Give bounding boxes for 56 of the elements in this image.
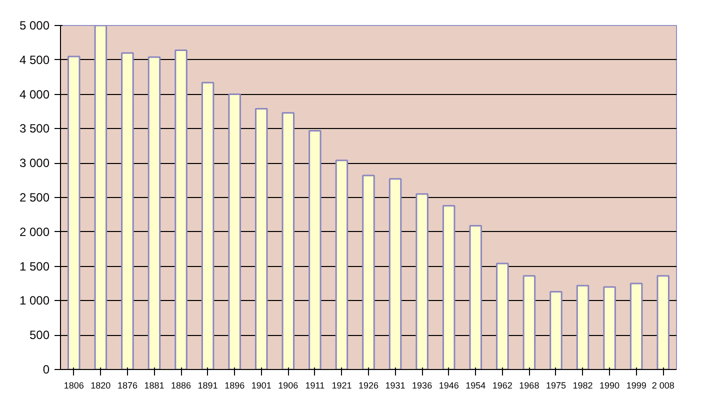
bar [308,130,322,370]
y-tick-label: 0 [42,362,50,376]
bar [603,286,616,370]
x-tick-label: 1906 [278,380,298,390]
bar [148,56,161,370]
x-tick-label: 1921 [332,380,352,390]
x-tick-label: 1911 [305,380,325,390]
x-tick-label: 1999 [626,380,646,390]
y-tick-label: 1 500 [19,259,50,274]
x-tick-label: 1962 [492,380,512,390]
x-tick-label: 1876 [117,380,138,390]
bar [174,50,188,370]
bar [656,275,670,370]
y-tick-label: 3 000 [19,156,50,170]
x-tick-label: 1982 [572,380,593,390]
bar [576,284,590,370]
y-tick-label: 4 500 [19,52,50,67]
x-tick-label: 1891 [198,380,218,390]
bar [388,178,402,370]
x-tick-label: 1975 [546,380,566,390]
x-tick-label: 1901 [251,380,272,390]
bar [228,94,241,370]
bar [630,282,643,370]
y-tick-label: 500 [29,328,50,342]
x-tick-label: 1954 [466,380,486,390]
y-tick-label: 2 500 [19,190,50,204]
bar [282,112,295,370]
x-tick-label: 2 008 [652,380,674,390]
bar [201,82,214,370]
bar [68,56,80,370]
y-tick-label: 4 000 [19,87,50,102]
bar [550,291,562,370]
x-tick-label: 1946 [438,380,459,390]
x-tick-label: 1990 [600,380,620,390]
x-tick-label: 1931 [385,380,406,390]
y-tick-label: 3 500 [19,122,50,136]
x-tick-label: 1886 [171,380,192,390]
bar [254,108,268,370]
y-tick-label: 2 000 [19,224,50,239]
x-tick-label: 1881 [144,380,164,390]
x-tick-label: 1968 [519,380,540,390]
bar [522,275,536,370]
bar [469,224,482,370]
x-tick-label: 1926 [358,380,379,390]
bar [416,193,428,370]
x-tick-label: 1936 [412,380,432,390]
x-tick-label: 1806 [64,380,84,390]
y-tick-label: 5 000 [19,18,50,32]
x-tick-label: 1896 [224,380,245,390]
bar [362,174,375,370]
bar [335,160,348,370]
bar [496,262,509,370]
x-tick-label: 1820 [90,380,111,390]
bar [442,205,456,370]
bar [121,52,134,370]
y-tick-label: 1 000 [19,294,50,308]
